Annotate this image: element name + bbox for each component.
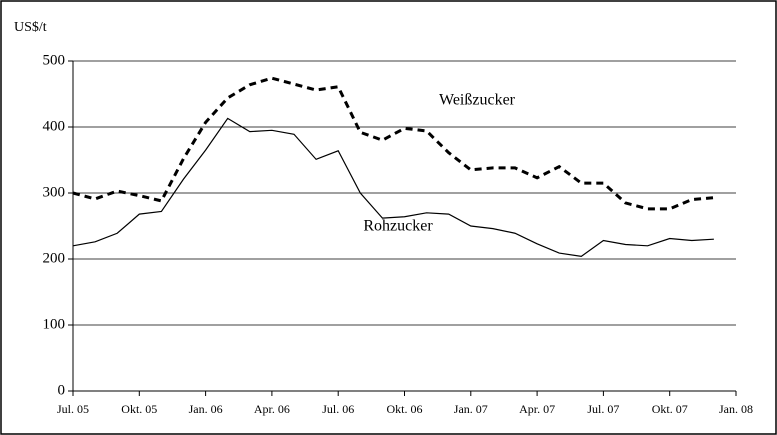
x-tick-label: Jan. 08 — [719, 402, 753, 416]
series-label: Weißzucker — [439, 92, 516, 109]
x-tick-label: Jul. 06 — [322, 402, 354, 416]
y-tick-label: 400 — [43, 118, 66, 134]
x-tick-label: Jan. 06 — [189, 402, 223, 416]
y-tick-label: 200 — [43, 250, 66, 266]
x-tick-label: Jan. 07 — [454, 402, 488, 416]
y-axis-label: US$/t — [14, 20, 47, 35]
x-tick-label: Okt. 05 — [121, 402, 157, 416]
x-tick-label: Okt. 06 — [387, 402, 423, 416]
line-series — [72, 76, 715, 211]
y-tick-label: 100 — [43, 316, 66, 332]
y-tick-label: 300 — [43, 184, 66, 200]
x-tick-label: Apr. 06 — [254, 402, 290, 416]
x-tick-label: Okt. 07 — [652, 402, 688, 416]
series-label: Rohzucker — [363, 218, 433, 235]
y-tick-label: 500 — [43, 52, 66, 68]
line-series — [72, 117, 714, 257]
y-tick-label: 0 — [58, 382, 66, 398]
x-tick-label: Jul. 07 — [587, 402, 619, 416]
x-tick-label: Jul. 05 — [57, 402, 89, 416]
x-tick-label: Apr. 07 — [519, 402, 555, 416]
